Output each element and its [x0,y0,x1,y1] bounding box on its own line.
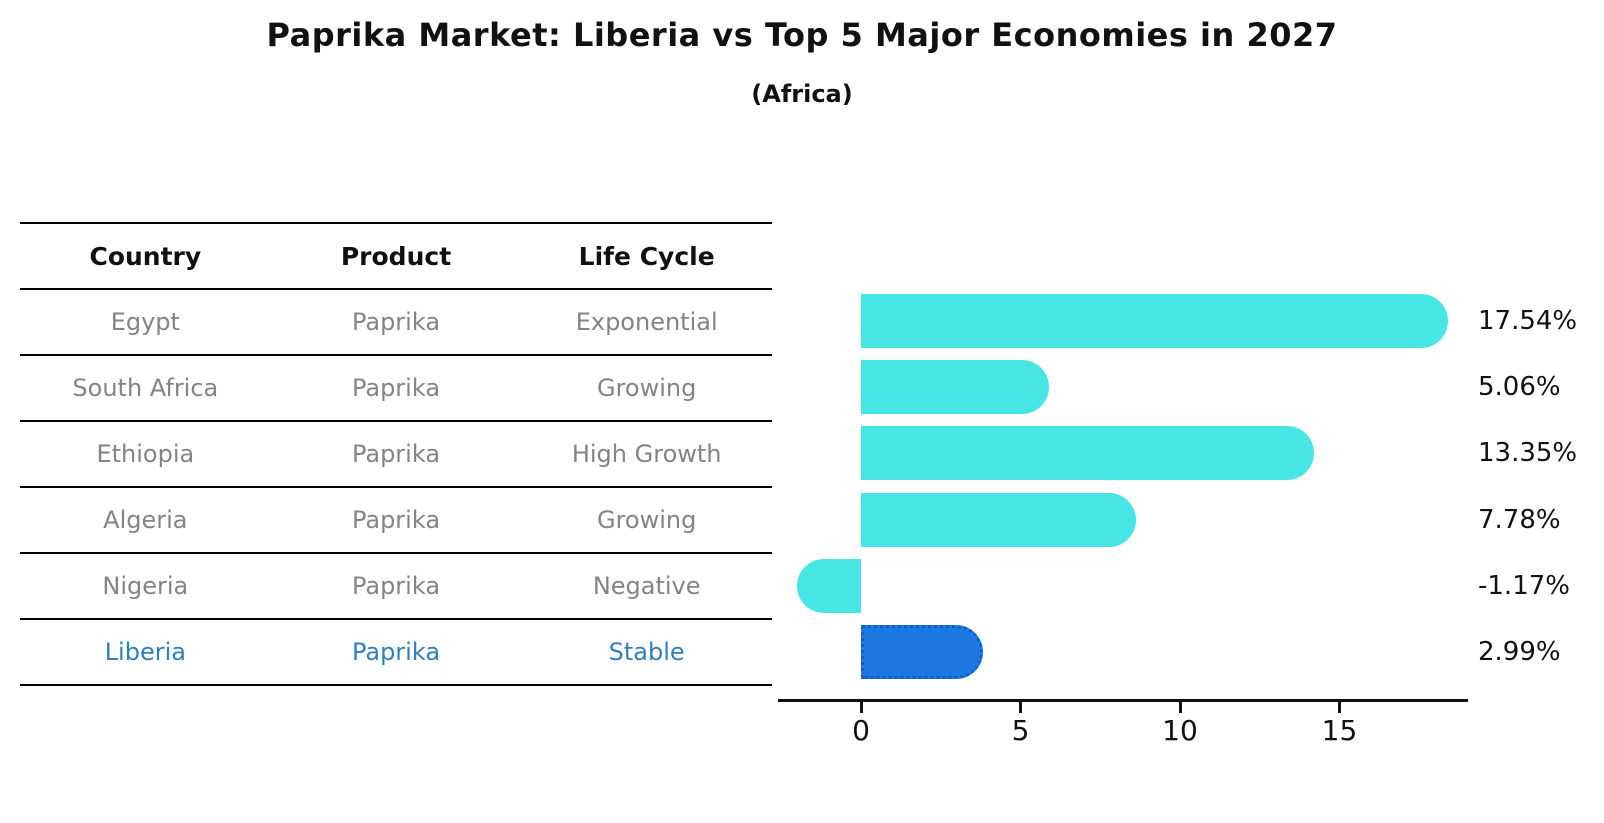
x-tick-mark-15 [1338,702,1341,713]
table-row-algeria: Algeria Paprika Growing [20,488,772,554]
table-header-row: Country Product Life Cycle [20,224,772,290]
cell-life-cycle: Exponential [575,308,718,336]
bar-value-label-liberia: 2.99% [1478,637,1561,667]
bar-value-label-south-africa: 5.06% [1478,372,1561,402]
cell-life-cycle: Growing [596,374,697,402]
bar-value-label-algeria: 7.78% [1478,505,1561,535]
bar-south-africa [861,360,1050,414]
cell-country: South Africa [72,374,219,402]
cell-product: Paprika [351,506,441,534]
cell-life-cycle: High Growth [571,440,722,468]
page-subtitle: (Africa) [751,80,853,108]
bar-value-label-egypt: 17.54% [1478,306,1578,336]
cell-product: Paprika [351,308,441,336]
column-header-product: Product [340,241,452,271]
x-tick-label-15: 15 [1321,714,1358,747]
column-header-life-cycle: Life Cycle [578,241,715,271]
cell-country: Egypt [110,308,180,336]
page-title: Paprika Market: Liberia vs Top 5 Major E… [266,16,1338,54]
cell-life-cycle: Growing [596,506,697,534]
table-row-nigeria: Nigeria Paprika Negative [20,554,772,620]
bar-algeria [861,493,1137,547]
x-tick-label-10: 10 [1162,714,1198,747]
cell-life-cycle: Stable [608,638,685,666]
cell-life-cycle: Negative [592,572,701,600]
table-row-egypt: Egypt Paprika Exponential [20,290,772,356]
market-table: Country Product Life Cycle Egypt Paprika E… [20,222,772,686]
cell-country: Nigeria [102,572,189,600]
table-row-south-africa: South Africa Paprika Growing [20,356,772,422]
table-row-liberia: Liberia Paprika Stable [20,620,772,686]
cell-country: Liberia [104,638,186,666]
x-tick-label-0: 0 [852,714,870,747]
cell-product: Paprika [351,374,441,402]
market-table-body: Egypt Paprika Exponential South Africa Papri… [20,290,772,686]
bar-nigeria [796,559,861,613]
bar-egypt [861,294,1448,348]
cell-product: Paprika [351,638,441,666]
x-axis-line [778,699,1468,702]
column-header-country: Country [89,241,202,271]
cell-country: Algeria [103,506,188,534]
bar-value-label-ethiopia: 13.35% [1478,438,1578,468]
cell-product: Paprika [351,572,441,600]
table-row-ethiopia: Ethiopia Paprika High Growth [20,422,772,488]
x-tick-label-5: 5 [1011,714,1030,747]
x-tick-mark-10 [1178,702,1182,713]
cell-country: Ethiopia [96,440,195,468]
bar-value-label-nigeria: -1.17% [1478,571,1570,601]
bar-liberia [861,625,984,679]
bar-ethiopia [861,426,1314,480]
cell-product: Paprika [351,440,441,468]
x-tick-mark-0 [859,702,863,713]
x-tick-mark-5 [1019,702,1022,713]
